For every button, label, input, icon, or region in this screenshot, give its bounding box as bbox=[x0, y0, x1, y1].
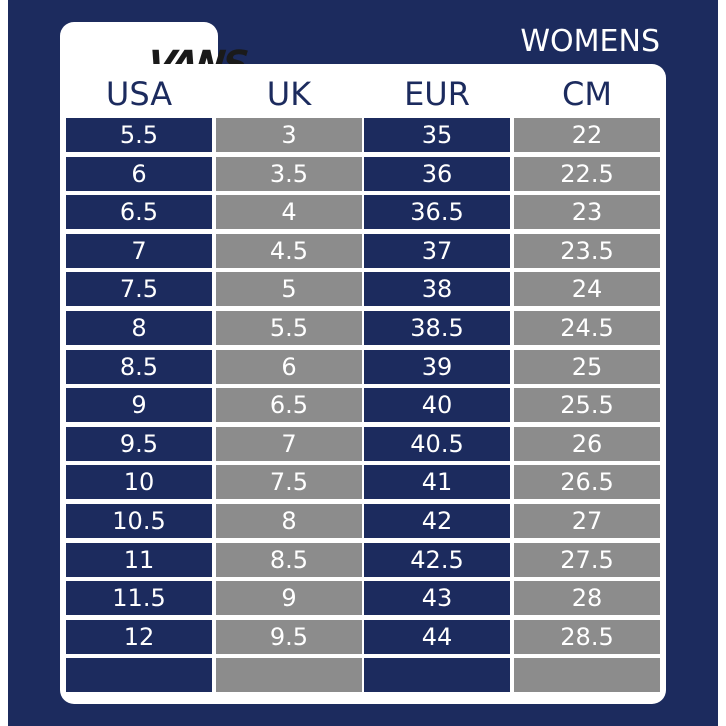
size-cell-usa: 6 bbox=[66, 156, 212, 191]
size-cell-usa: 12 bbox=[66, 619, 212, 654]
size-cell-usa: 8 bbox=[66, 311, 212, 345]
size-cell-eur: 40 bbox=[364, 388, 510, 423]
size-cell-uk: 5.5 bbox=[216, 311, 362, 345]
size-cell-cm: 26.5 bbox=[514, 465, 660, 500]
size-cell-uk: 7.5 bbox=[216, 465, 362, 500]
size-cell-uk: 9.5 bbox=[216, 619, 362, 654]
size-cell-eur: 44 bbox=[364, 619, 510, 654]
size-cell-cm: 25.5 bbox=[514, 388, 660, 423]
size-cell-usa: 5.5 bbox=[66, 118, 212, 152]
size-cell-uk: 4.5 bbox=[216, 233, 362, 268]
size-cell-uk: 6.5 bbox=[216, 388, 362, 423]
size-cell-eur: 35 bbox=[364, 118, 510, 152]
size-cell-cm bbox=[514, 658, 660, 693]
size-cell-uk: 3.5 bbox=[216, 156, 362, 191]
size-cell-uk: 9 bbox=[216, 581, 362, 616]
size-cell-cm: 23 bbox=[514, 195, 660, 230]
size-cell-eur: 40.5 bbox=[364, 426, 510, 461]
column-header-eur: EUR bbox=[404, 75, 470, 113]
size-cell-eur: 43 bbox=[364, 581, 510, 616]
size-cell-cm: 27 bbox=[514, 504, 660, 538]
size-cell-usa: 9.5 bbox=[66, 426, 212, 461]
size-cell-uk: 8.5 bbox=[216, 542, 362, 577]
size-cell-cm: 24.5 bbox=[514, 311, 660, 345]
category-label: WOMENS bbox=[520, 24, 660, 59]
size-cell-uk: 4 bbox=[216, 195, 362, 230]
size-cell-usa bbox=[66, 658, 212, 693]
size-cell-uk: 7 bbox=[216, 426, 362, 461]
size-cell-usa: 7 bbox=[66, 233, 212, 268]
size-cell-eur: 41 bbox=[364, 465, 510, 500]
size-cell-eur: 42.5 bbox=[364, 542, 510, 577]
size-cell-usa: 10.5 bbox=[66, 504, 212, 538]
size-cell-uk: 6 bbox=[216, 349, 362, 384]
size-cell-uk: 5 bbox=[216, 272, 362, 307]
size-cell-cm: 23.5 bbox=[514, 233, 660, 268]
size-cell-eur: 39 bbox=[364, 349, 510, 384]
size-cell-eur: 42 bbox=[364, 504, 510, 538]
size-cell-usa: 11 bbox=[66, 542, 212, 577]
size-cell-cm: 26 bbox=[514, 426, 660, 461]
size-cell-usa: 11.5 bbox=[66, 581, 212, 616]
size-cell-usa: 9 bbox=[66, 388, 212, 423]
size-cell-eur: 37 bbox=[364, 233, 510, 268]
size-cell-eur: 36 bbox=[364, 156, 510, 191]
size-cell-cm: 22.5 bbox=[514, 156, 660, 191]
size-cell-cm: 27.5 bbox=[514, 542, 660, 577]
size-cell-eur bbox=[364, 658, 510, 693]
size-cell-usa: 6.5 bbox=[66, 195, 212, 230]
column-header-uk: UK bbox=[266, 75, 312, 113]
size-cell-usa: 8.5 bbox=[66, 349, 212, 384]
column-header-cm: CM bbox=[562, 75, 612, 113]
size-cell-cm: 24 bbox=[514, 272, 660, 307]
size-cell-cm: 28.5 bbox=[514, 619, 660, 654]
size-cell-usa: 7.5 bbox=[66, 272, 212, 307]
size-cell-uk: 3 bbox=[216, 118, 362, 152]
size-cell-eur: 36.5 bbox=[364, 195, 510, 230]
size-cell-cm: 28 bbox=[514, 581, 660, 616]
size-cell-usa: 10 bbox=[66, 465, 212, 500]
size-cell-eur: 38.5 bbox=[364, 311, 510, 345]
size-cell-uk bbox=[216, 658, 362, 693]
size-cell-eur: 38 bbox=[364, 272, 510, 307]
size-cell-cm: 25 bbox=[514, 349, 660, 384]
column-header-usa: USA bbox=[105, 75, 173, 113]
size-cell-cm: 22 bbox=[514, 118, 660, 152]
size-cell-uk: 8 bbox=[216, 504, 362, 538]
